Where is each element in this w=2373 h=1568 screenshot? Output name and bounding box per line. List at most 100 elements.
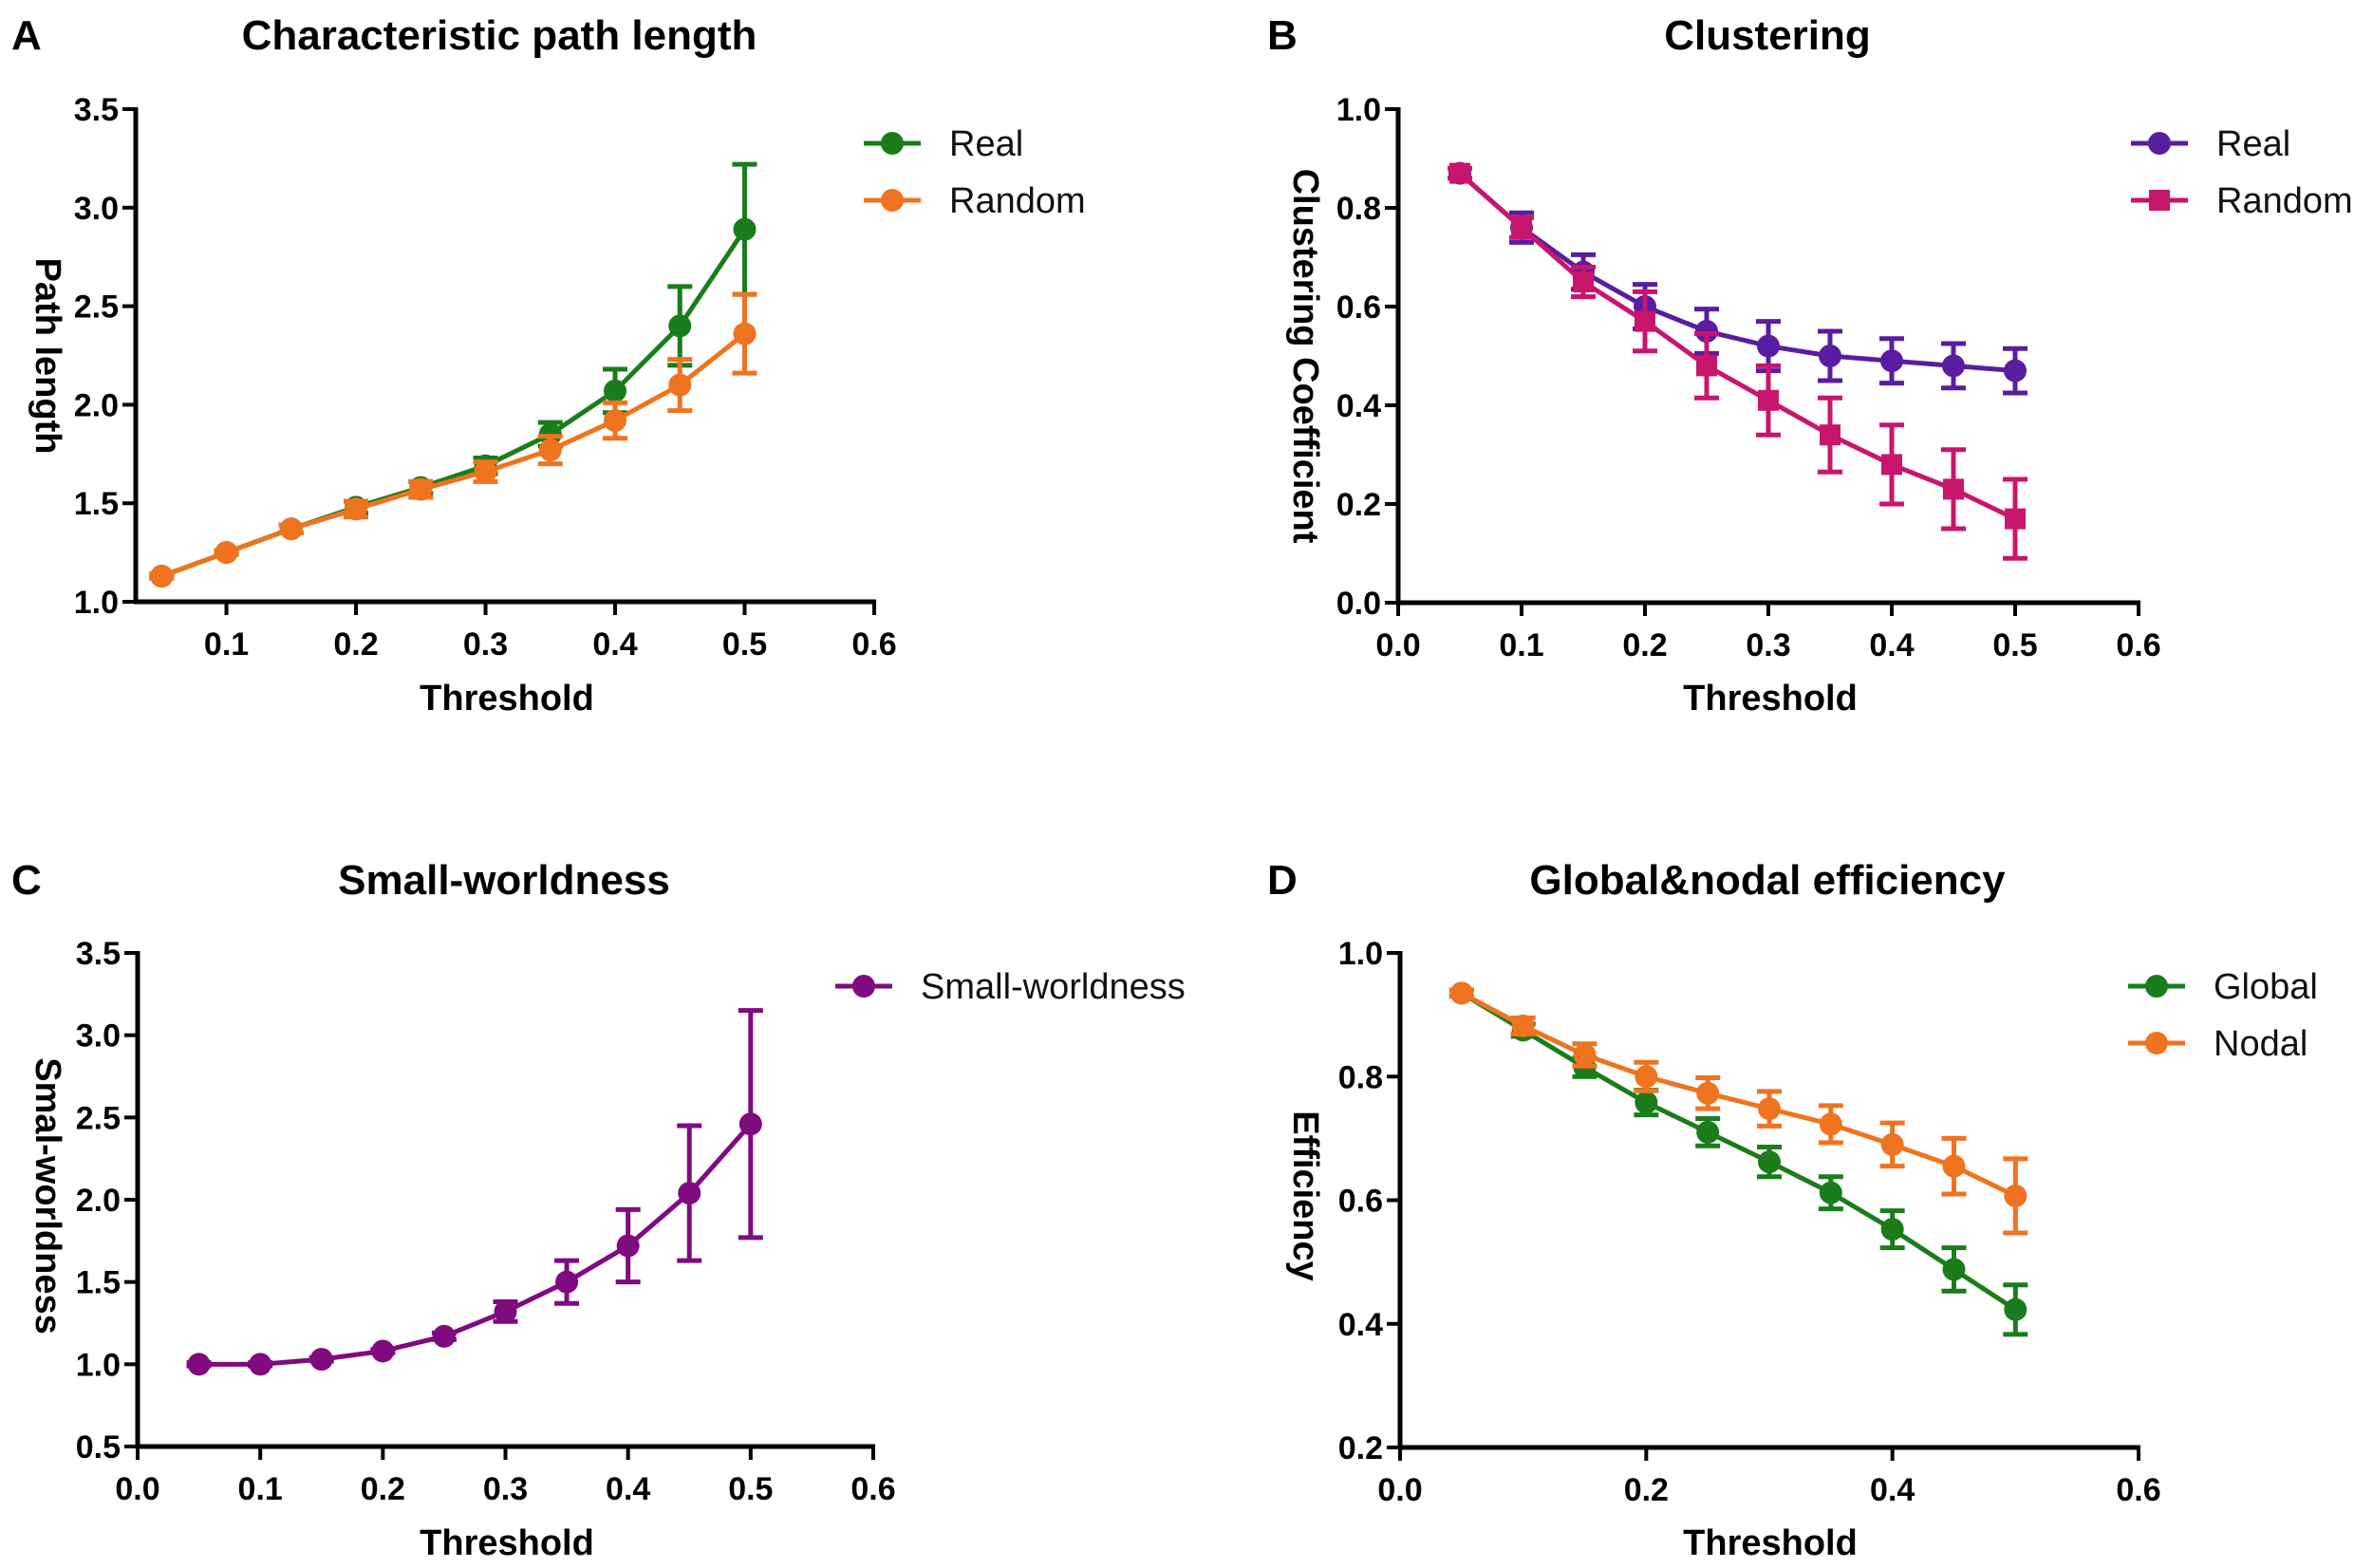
x-axis-label: Threshold [420, 679, 594, 719]
data-point [604, 409, 627, 433]
data-point [1449, 162, 1470, 184]
series-global [1448, 981, 2028, 1337]
x-tick-label: 0.6 [2116, 1472, 2160, 1508]
data-point [1819, 1112, 1842, 1136]
data-point [1757, 334, 1780, 358]
x-tick-label: 0.1 [238, 1471, 283, 1507]
series-line [1458, 171, 2017, 521]
y-tick-label: 2.5 [74, 289, 119, 326]
data-point [668, 314, 692, 338]
series-line [198, 1122, 753, 1367]
x-tick-label: 0.2 [333, 626, 378, 663]
data-point [1880, 349, 1903, 373]
legend-item: Real [864, 124, 1023, 164]
data-point [616, 1234, 640, 1258]
data-point [1573, 271, 1594, 292]
series-line [1460, 991, 2017, 1199]
data-point [1758, 1097, 1781, 1121]
x-tick-label: 0.3 [463, 626, 508, 663]
series-real [1448, 161, 2027, 396]
data-point [1635, 310, 1655, 332]
y-tick-label: 0.2 [1338, 1430, 1383, 1466]
x-tick-label: 0.4 [1870, 1472, 1915, 1508]
x-tick-label: 0.0 [1375, 627, 1420, 663]
legend-marker [2145, 1032, 2168, 1055]
data-point [409, 477, 433, 501]
y-axis-label: Efficiency [1285, 1111, 1325, 1281]
data-point [2004, 359, 2027, 383]
series-nodal [1448, 981, 2028, 1236]
legend-item: Random [864, 181, 1086, 221]
y-tick-label: 0.4 [1336, 388, 1381, 424]
x-tick-label: 0.5 [728, 1471, 773, 1507]
data-point [1880, 1218, 1904, 1241]
x-axis-label: Threshold [1683, 1523, 1858, 1563]
legend-label: Real [2216, 124, 2290, 164]
y-tick-label: 1.0 [74, 585, 119, 621]
y-tick-label: 1.5 [74, 486, 119, 522]
panel-c: C Small-worldness 0.5 1.0 1.5 2.0 2.5 3.0 3.5 0.0… [11, 857, 1186, 1563]
chart-title: Global&nodal efficiency [1529, 857, 2006, 904]
data-point [1635, 1091, 1658, 1114]
legend-marker [2148, 132, 2171, 155]
data-point [1696, 1120, 1720, 1144]
series-line [160, 228, 747, 579]
x-tick-label: 0.3 [1746, 627, 1790, 663]
data-point [279, 517, 303, 541]
data-point [738, 1112, 762, 1136]
data-point [249, 1353, 272, 1376]
y-tick-label: 1.0 [1338, 936, 1383, 972]
y-tick-label: 3.5 [76, 936, 121, 972]
data-point [1511, 1014, 1535, 1037]
data-point [1695, 320, 1718, 343]
data-point [1696, 1081, 1720, 1105]
legend-label: Global [2214, 967, 2318, 1007]
x-tick-label: 0.0 [115, 1471, 159, 1507]
data-point [733, 217, 757, 241]
x-tick-label: 0.4 [592, 626, 637, 663]
data-point [733, 322, 757, 345]
panel-letter: A [11, 12, 42, 59]
x-tick-label: 0.2 [1622, 627, 1667, 663]
x-tick-label: 0.2 [1624, 1472, 1669, 1508]
data-point [1820, 424, 1840, 446]
data-point [309, 1348, 333, 1372]
legend-label: Nodal [2214, 1024, 2308, 1064]
data-point [678, 1182, 701, 1205]
y-tick-label: 0.6 [1336, 289, 1381, 326]
panel-letter: C [11, 857, 42, 904]
data-point [1635, 1065, 1658, 1089]
series-line [160, 331, 747, 579]
chart-title: Characteristic path length [242, 12, 757, 59]
data-point [494, 1299, 517, 1323]
data-point [474, 459, 497, 483]
chart-title: Small-worldness [338, 857, 670, 904]
x-tick-label: 0.6 [2116, 627, 2160, 663]
x-tick-label: 0.3 [483, 1471, 528, 1507]
data-point [1511, 216, 1532, 238]
series-real [149, 161, 757, 588]
data-point [2004, 1184, 2027, 1207]
legend-label: Real [949, 124, 1023, 164]
x-axis-label: Threshold [420, 1523, 594, 1563]
series-line [1458, 171, 2016, 374]
legend-label: Random [2216, 181, 2353, 221]
y-tick-label: 0.5 [76, 1429, 121, 1465]
panel-a: A Characteristic path length 1.0 1.5 2.0 2.5 3… [11, 12, 1086, 719]
y-tick-label: 2.0 [76, 1183, 121, 1219]
data-point [215, 541, 238, 565]
data-point [150, 565, 174, 588]
legend-label: Small-worldness [921, 967, 1186, 1007]
legend-marker [881, 189, 904, 212]
data-point [345, 497, 368, 521]
panel-b: B Clustering 0.0 0.2 0.4 0.6 0.8 1.0 0.0 0.1 0.2 0.… [1267, 12, 2353, 719]
series-small-worldness [186, 1008, 763, 1376]
y-tick-label: 0.2 [1336, 487, 1381, 523]
data-point [1880, 1132, 1904, 1156]
legend-label: Random [949, 181, 1086, 221]
x-tick-label: 0.6 [851, 626, 896, 663]
data-point [555, 1270, 579, 1294]
legend-marker [852, 975, 875, 998]
data-point [604, 379, 627, 402]
